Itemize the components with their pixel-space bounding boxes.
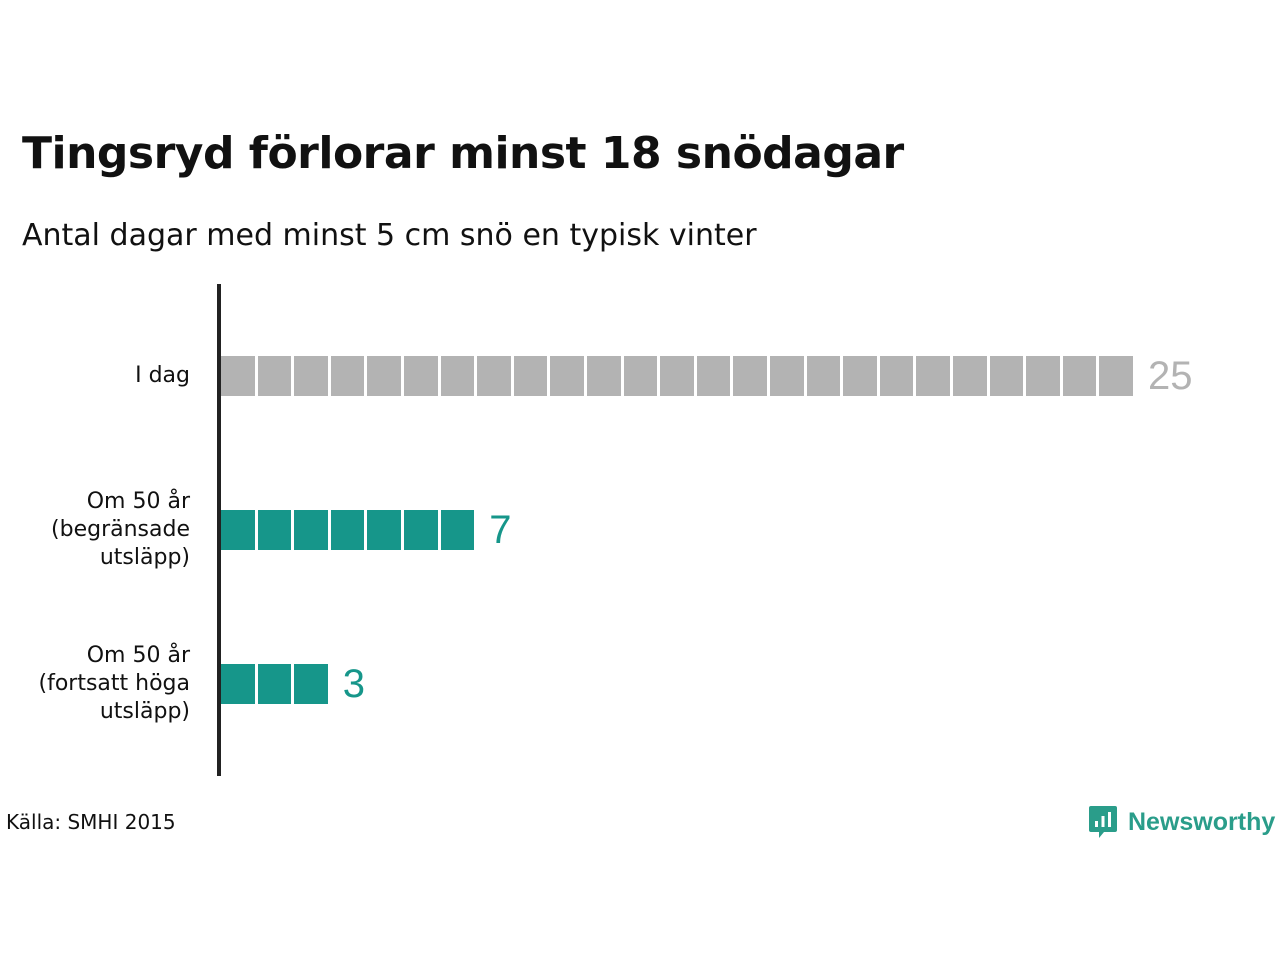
value-label: 7 <box>489 508 512 552</box>
bar <box>221 510 477 550</box>
chart-title: Tingsryd förlorar minst 18 snödagar <box>22 128 904 179</box>
bar-unit-square <box>367 510 401 550</box>
bar-unit-square <box>550 356 584 396</box>
bar-unit-square <box>294 664 328 704</box>
bar-unit-square <box>770 356 804 396</box>
bar-unit-square <box>294 356 328 396</box>
bar <box>221 356 1136 396</box>
category-label: I dag <box>135 363 190 388</box>
bar-unit-square <box>623 356 658 396</box>
bar-unit-square <box>257 510 292 550</box>
bar-unit-square <box>221 664 255 704</box>
bar-unit-square <box>477 356 511 396</box>
value-label: 25 <box>1148 354 1193 398</box>
bar-unit-square <box>916 356 950 396</box>
bar-unit-square <box>440 356 475 396</box>
bar-unit-square <box>221 510 255 550</box>
bar-unit-square <box>294 510 328 550</box>
bar-unit-square <box>404 356 438 396</box>
bar-unit-square <box>221 356 255 396</box>
bar-unit-square <box>257 356 292 396</box>
bar-unit-square <box>660 356 694 396</box>
source-note: Källa: SMHI 2015 <box>6 810 176 834</box>
bar-unit-square <box>404 510 438 550</box>
bar-unit-square <box>1062 356 1097 396</box>
bar-unit-square <box>1099 356 1133 396</box>
bar-unit-square <box>953 356 987 396</box>
category-label: Om 50 år (begränsade utsläpp) <box>51 489 190 570</box>
chart-subtitle: Antal dagar med minst 5 cm snö en typisk… <box>22 218 757 253</box>
bar <box>221 664 331 704</box>
value-label: 3 <box>342 662 366 706</box>
bar-unit-square <box>367 356 401 396</box>
newsworthy-chart-bubble-icon <box>1089 806 1117 838</box>
newsworthy-logo[interactable]: Newsworthy <box>1088 804 1275 840</box>
bar-unit-square <box>879 356 914 396</box>
bar-unit-square <box>330 356 365 396</box>
bar-unit-square <box>806 356 841 396</box>
bar-unit-square <box>696 356 731 396</box>
bar-unit-square <box>843 356 877 396</box>
y-axis-line <box>217 284 221 776</box>
category-label: Om 50 år (fortsatt höga utsläpp) <box>38 643 191 724</box>
bar-unit-square <box>257 664 292 704</box>
bar-unit-square <box>513 356 548 396</box>
bar-unit-square <box>733 356 767 396</box>
bar-unit-square <box>1026 356 1060 396</box>
logo-text: Newsworthy <box>1128 807 1276 836</box>
bar-unit-square <box>989 356 1024 396</box>
bar-unit-square <box>330 510 365 550</box>
bar-unit-square <box>440 510 475 550</box>
bar-unit-square <box>587 356 621 396</box>
